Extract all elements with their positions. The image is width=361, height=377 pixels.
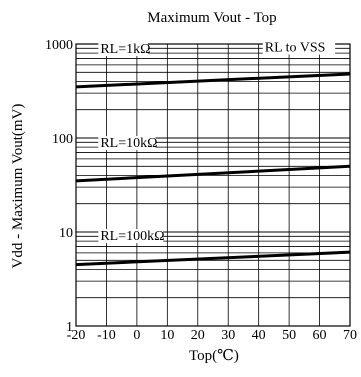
y-tick-label: 10 <box>59 226 73 241</box>
x-tick-label: 0 <box>133 328 140 343</box>
series-label: RL=10kΩ <box>100 136 157 151</box>
x-tick-label: 60 <box>313 328 327 343</box>
series-line <box>75 72 351 89</box>
y-tick-labels: 1 10 100 1000 <box>45 38 73 335</box>
x-tick-label: 10 <box>160 328 174 343</box>
x-tick-label: 30 <box>221 328 235 343</box>
series-label-bg <box>98 136 156 151</box>
x-axis-label: Top(℃) <box>189 348 239 364</box>
x-tick-label: 70 <box>343 328 357 343</box>
series-line <box>75 250 351 267</box>
plot-frame <box>75 43 351 327</box>
annotation-label-bg <box>262 40 336 55</box>
x-tick-label: -10 <box>97 328 116 343</box>
series-label-bg <box>98 42 148 57</box>
x-tick-label: 50 <box>282 328 296 343</box>
x-tick-label: 40 <box>252 328 266 343</box>
series-label: RL=1kΩ <box>100 42 150 57</box>
y-axis-label: Vdd - Maximum Vout(mV) <box>10 104 26 269</box>
x-tick-label: 20 <box>191 328 205 343</box>
annotation-label: RL to VSS <box>265 41 326 56</box>
y-tick-label: 1 <box>66 320 73 335</box>
series-label-bg <box>98 229 164 244</box>
x-tick-label: -20 <box>67 328 86 343</box>
series-labels: RL=1kΩ RL=10kΩ RL=100kΩ RL to VSS <box>98 40 336 244</box>
chart-title: Maximum Vout - Top <box>147 10 276 26</box>
y-tick-label: 1000 <box>45 38 73 53</box>
x-tick-labels: -20 -10 0 10 20 30 40 50 60 70 <box>67 328 357 343</box>
series-line <box>75 164 351 183</box>
y-tick-label: 100 <box>52 132 73 147</box>
series-label: RL=100kΩ <box>100 229 164 244</box>
series-layer <box>75 72 351 267</box>
grid <box>75 44 351 327</box>
